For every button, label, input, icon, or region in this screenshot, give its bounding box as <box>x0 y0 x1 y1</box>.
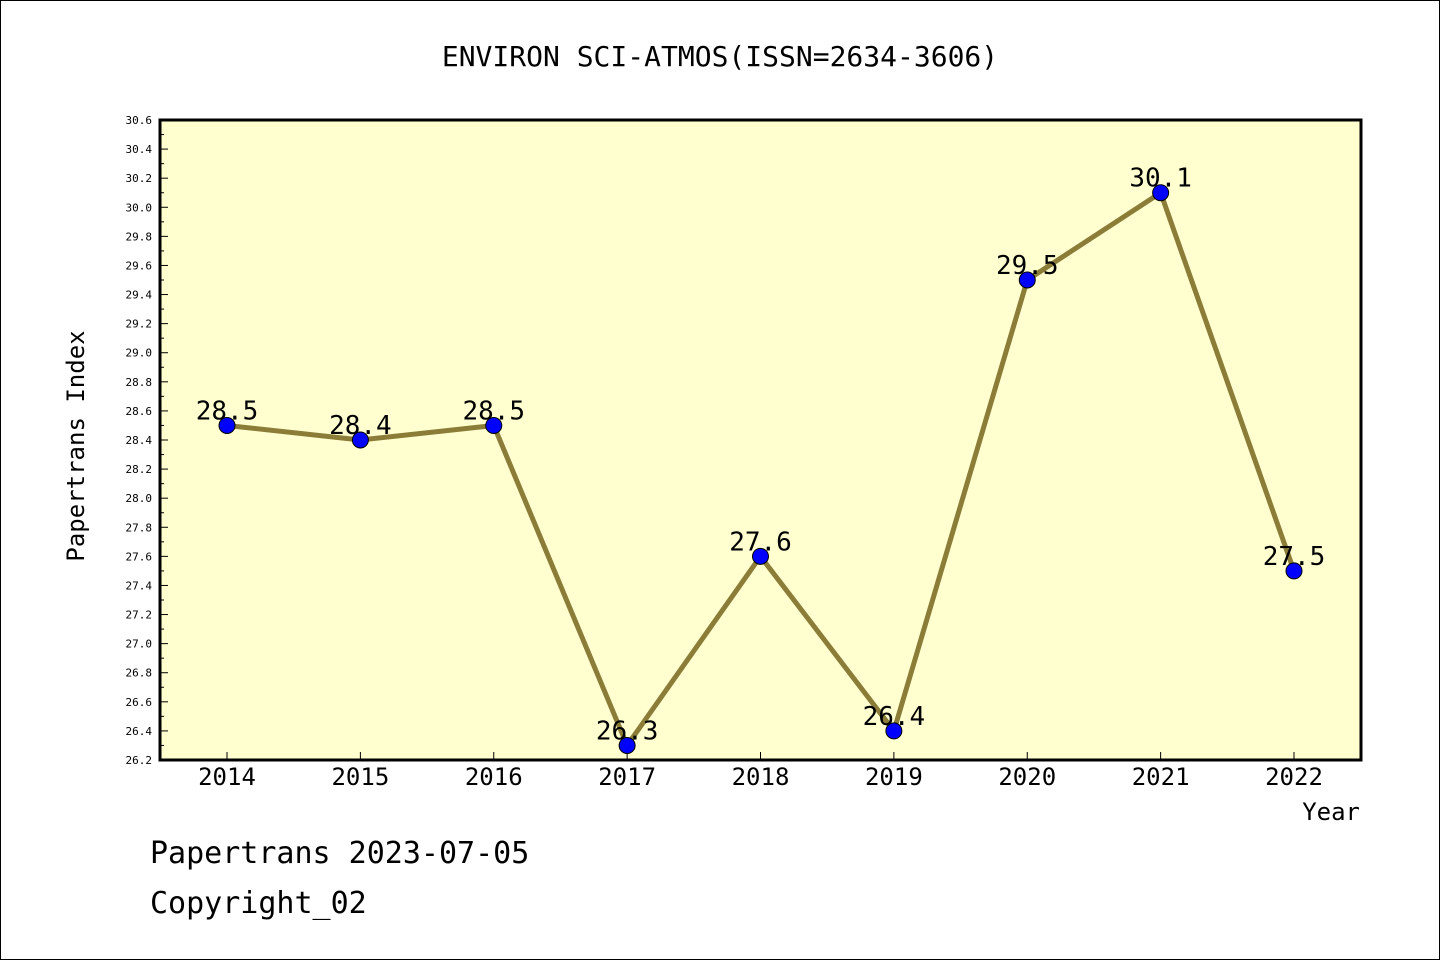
y-tick-label: 28.0 <box>126 492 153 505</box>
data-point <box>752 547 769 565</box>
chart-title: ENVIRON SCI-ATMOS(ISSN=2634-3606) <box>442 40 998 73</box>
x-tick-label: 2016 <box>465 763 523 791</box>
y-tick-label: 29.2 <box>126 318 153 331</box>
x-tick-label: 2021 <box>1132 763 1190 791</box>
data-point <box>351 431 369 449</box>
y-tick-label: 26.8 <box>126 667 153 680</box>
x-tick-label: 2019 <box>865 763 923 791</box>
x-tick-label: 2015 <box>331 763 389 791</box>
y-tick-label: 28.6 <box>126 405 153 418</box>
y-tick-label: 28.8 <box>126 376 153 389</box>
y-tick-label: 29.4 <box>126 289 153 302</box>
x-axis: 2014 2015 2016 2017 2018 2019 2020 2021 2022 <box>198 752 1323 791</box>
y-tick-label: 29.0 <box>126 347 153 360</box>
y-tick-label: 30.0 <box>126 201 153 214</box>
y-tick-label: 28.2 <box>126 463 153 476</box>
y-tick-label: 26.2 <box>126 754 153 767</box>
data-point <box>1152 184 1170 202</box>
data-label: 26.4 <box>863 702 926 732</box>
y-axis: 26.2 26.4 26.6 26.8 27.0 27.2 27.4 27.6 27.8 28.0… <box>126 114 168 767</box>
y-tick-label: 29.6 <box>126 259 153 272</box>
data-label: 28.5 <box>196 396 259 426</box>
x-tick-label: 2022 <box>1265 763 1323 791</box>
x-tick-label: 2020 <box>998 763 1056 791</box>
y-tick-label: 27.8 <box>126 521 153 534</box>
y-tick-label: 29.8 <box>126 230 153 243</box>
data-label: 28.5 <box>462 396 525 426</box>
y-tick-label: 26.4 <box>126 725 153 738</box>
data-label: 28.4 <box>329 411 392 441</box>
y-tick-label: 27.4 <box>126 579 153 592</box>
y-axis-label: Papertrans Index <box>62 330 90 561</box>
data-label: 27.5 <box>1263 542 1326 572</box>
x-axis-label: Year <box>1302 798 1360 826</box>
footer-copyright-text: Copyright_02 <box>150 886 367 921</box>
y-tick-label: 27.0 <box>126 638 153 651</box>
data-point <box>485 416 503 434</box>
data-point <box>1285 562 1303 580</box>
y-tick-label: 26.6 <box>126 696 153 709</box>
markers-group <box>218 184 1303 754</box>
y-tick-label: 30.6 <box>126 114 153 127</box>
data-point <box>1018 271 1036 289</box>
data-label: 26.3 <box>596 716 659 746</box>
data-labels-group: 28.5 28.4 28.5 26.3 27.6 26.4 29.5 30.1 27.5 <box>196 164 1326 747</box>
data-label: 27.6 <box>729 527 792 557</box>
data-point <box>218 416 236 434</box>
footer-date-text: Papertrans 2023-07-05 <box>150 836 529 871</box>
data-label: 30.1 <box>1129 164 1192 194</box>
y-tick-label: 27.6 <box>126 550 153 563</box>
x-tick-label: 2017 <box>598 763 656 791</box>
y-tick-label: 28.4 <box>126 434 153 447</box>
y-tick-label: 30.4 <box>126 143 153 156</box>
data-point <box>885 722 903 740</box>
y-tick-label: 27.2 <box>126 609 153 622</box>
x-tick-label: 2018 <box>732 763 790 791</box>
x-tick-label: 2014 <box>198 763 256 791</box>
y-tick-label: 30.2 <box>126 172 153 185</box>
data-point <box>618 736 636 754</box>
data-label: 29.5 <box>996 251 1059 281</box>
